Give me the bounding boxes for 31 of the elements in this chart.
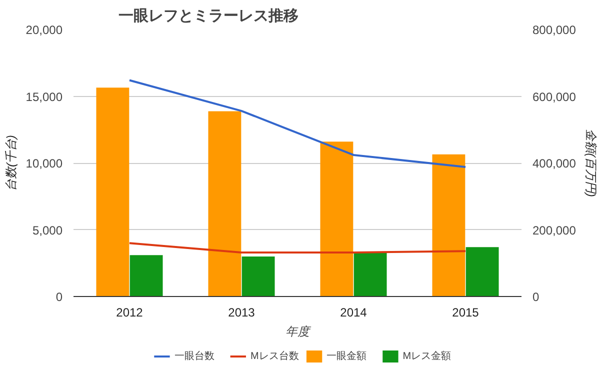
bar: [432, 154, 466, 296]
x-tick-label: 2013: [228, 306, 256, 320]
bar: [208, 111, 242, 296]
y-tick-label: 10,000: [26, 156, 63, 170]
y2-tick-label: 200,000: [532, 223, 576, 238]
bar: [320, 142, 354, 296]
y-axis-title: 台数(千台): [4, 134, 18, 191]
y2-tick-label: 600,000: [532, 90, 576, 104]
legend-label: Mレス金額: [402, 350, 452, 362]
y-tick-label: 20,000: [26, 23, 63, 37]
y2-tick-label: 400,000: [532, 156, 576, 170]
bar: [130, 255, 163, 296]
bar: [242, 256, 275, 296]
y2-tick-label: 0: [532, 290, 540, 304]
legend-label: 一眼台数: [174, 350, 214, 362]
chart-title: 一眼レフとミラーレス推移: [118, 8, 298, 24]
x-tick-label: 2014: [340, 306, 368, 320]
bar: [354, 252, 387, 296]
x-tick-label: 2015: [452, 306, 480, 320]
line-series: [128, 79, 466, 168]
x-tick-label: 2012: [116, 306, 144, 320]
y-tick-label: 5,000: [32, 223, 63, 238]
legend-label: 一眼金額: [326, 350, 367, 362]
legend-label: Mレス台数: [250, 350, 299, 362]
y-tick-label: 15,000: [26, 90, 63, 104]
x-axis-title: 年度: [286, 324, 312, 338]
bar: [96, 88, 130, 296]
bar: [466, 247, 499, 296]
y2-axis-title: 金額(百万円): [584, 129, 598, 198]
y2-tick-label: 800,000: [532, 23, 576, 37]
y-tick-label: 0: [56, 290, 63, 304]
